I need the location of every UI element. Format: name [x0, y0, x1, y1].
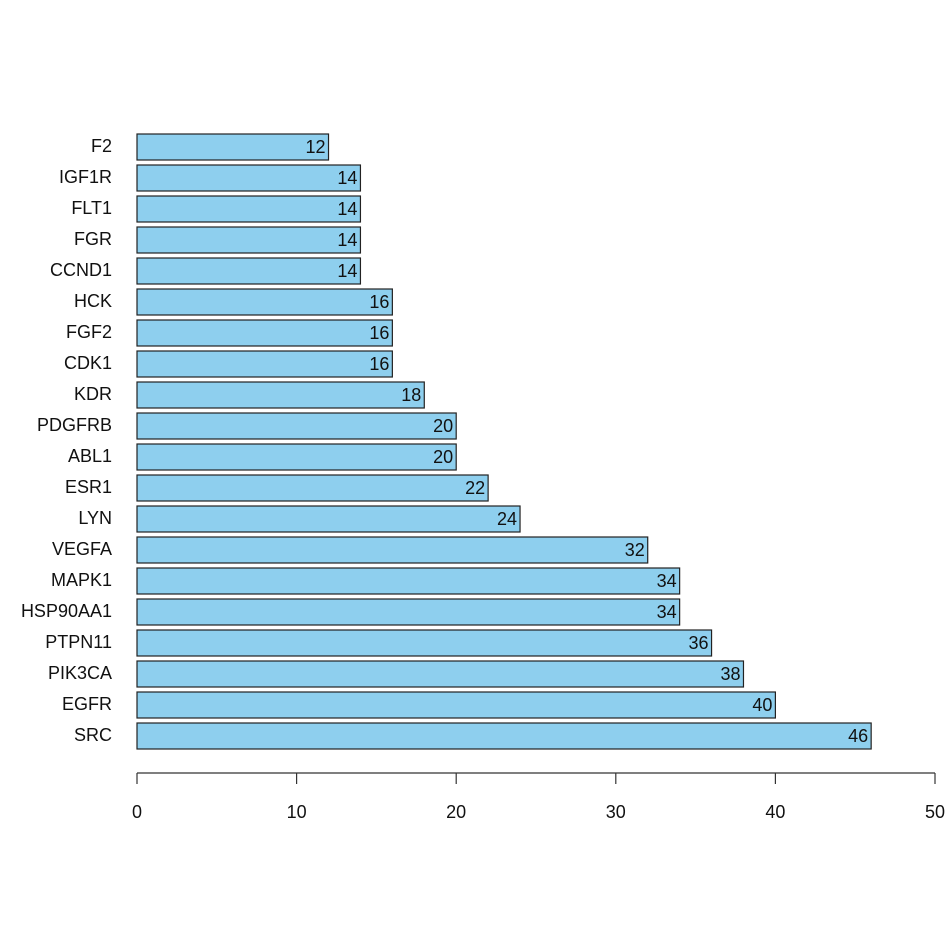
bar: [136, 381, 425, 409]
y-tick-label: PDGFRB: [37, 415, 112, 435]
y-tick-label: IGF1R: [59, 167, 112, 187]
data-label: 34: [657, 602, 677, 622]
y-tick-label: MAPK1: [51, 570, 112, 590]
data-label: 14: [337, 230, 357, 250]
bar: [136, 443, 457, 471]
y-tick-label: LYN: [78, 508, 112, 528]
y-tick-label: VEGFA: [52, 539, 112, 559]
y-tick-label: F2: [91, 136, 112, 156]
data-label: 14: [337, 168, 357, 188]
bar: [136, 629, 713, 657]
y-tick-label: EGFR: [62, 694, 112, 714]
data-label: 46: [848, 726, 868, 746]
bar: [136, 195, 362, 223]
data-label: 36: [689, 633, 709, 653]
bar: [136, 505, 521, 533]
bar: [136, 412, 457, 440]
data-label: 38: [720, 664, 740, 684]
bar: [136, 536, 649, 564]
y-tick-label: CCND1: [50, 260, 112, 280]
y-tick-label: KDR: [74, 384, 112, 404]
data-label: 16: [369, 323, 389, 343]
data-label: 34: [657, 571, 677, 591]
bar: [136, 319, 393, 347]
x-tick-label: 50: [925, 802, 945, 822]
data-label: 32: [625, 540, 645, 560]
data-label: 20: [433, 447, 453, 467]
bar: [136, 598, 681, 626]
bar: [136, 164, 362, 192]
data-label: 12: [305, 137, 325, 157]
y-tick-label: HCK: [74, 291, 112, 311]
data-label: 24: [497, 509, 517, 529]
y-tick-label: HSP90AA1: [21, 601, 112, 621]
bar: [136, 133, 330, 161]
data-label: 40: [752, 695, 772, 715]
x-tick-label: 0: [132, 802, 142, 822]
data-label: 14: [337, 261, 357, 281]
x-tick-label: 40: [765, 802, 785, 822]
y-tick-label: ABL1: [68, 446, 112, 466]
y-tick-label: CDK1: [64, 353, 112, 373]
y-tick-label: FGF2: [66, 322, 112, 342]
bar: [136, 350, 393, 378]
x-tick-label: 30: [606, 802, 626, 822]
data-label: 16: [369, 354, 389, 374]
y-tick-label: FLT1: [71, 198, 112, 218]
x-tick-label: 20: [446, 802, 466, 822]
bar: [136, 257, 362, 285]
bar: [136, 226, 362, 254]
bar: [136, 567, 681, 595]
bar: [136, 660, 745, 688]
bar: [136, 474, 489, 502]
data-label: 20: [433, 416, 453, 436]
x-tick-label: 10: [287, 802, 307, 822]
bar: [136, 288, 393, 316]
bar: [136, 691, 777, 719]
y-tick-label: PTPN11: [45, 632, 112, 652]
bar: [136, 722, 872, 750]
data-label: 16: [369, 292, 389, 312]
y-tick-label: FGR: [74, 229, 112, 249]
data-label: 22: [465, 478, 485, 498]
y-tick-label: SRC: [74, 725, 112, 745]
data-label: 14: [337, 199, 357, 219]
y-tick-label: ESR1: [65, 477, 112, 497]
data-label: 18: [401, 385, 421, 405]
y-tick-label: PIK3CA: [48, 663, 112, 683]
